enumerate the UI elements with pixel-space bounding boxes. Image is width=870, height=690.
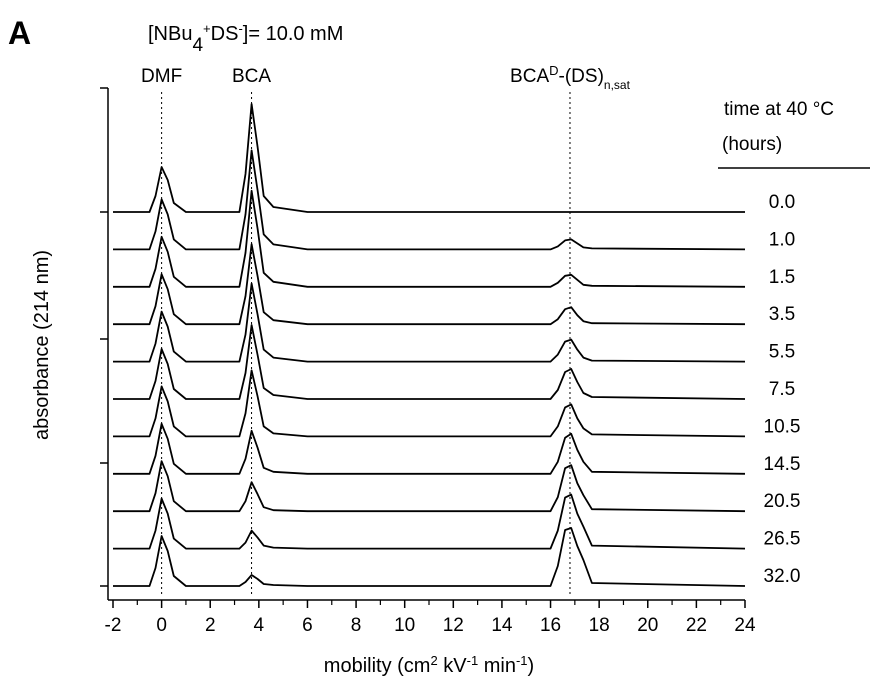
x-tick-label: -2 [105,615,122,636]
x-tick-label: 20 [637,615,658,636]
text-part: DS [211,23,239,45]
x-tick-label: 0 [156,615,167,636]
text-part: 4 [192,35,203,56]
legend-title: time at 40 °C [724,99,834,120]
text-part: -1 [467,653,479,668]
series-label: 20.5 [764,491,801,512]
x-tick-label: 22 [686,615,707,636]
text-part: kV [438,655,468,677]
x-tick-label: 16 [540,615,561,636]
x-tick-label: 10 [394,615,415,636]
x-tick-label: 12 [443,615,464,636]
x-tick-label: 2 [205,615,216,636]
trace [113,149,746,251]
text-part: [NBu [148,23,192,45]
series-label: 14.5 [764,454,801,475]
text-part: BCA [232,66,271,87]
trace [113,189,746,288]
trace [113,103,745,213]
trace [113,527,746,587]
trace [113,243,746,326]
text-part: 2 [430,653,437,668]
x-tick-label: 6 [302,615,313,636]
peak-label: BCA [232,66,271,87]
series-label: 26.5 [764,529,801,550]
x-axis-label: mobility (cm2 kV-1 min-1) [324,653,534,678]
x-tick-label: 4 [254,615,265,636]
trace [113,460,746,513]
subtitle: [NBu4+DS-]= 10.0 mM [148,21,343,56]
series-label: 5.5 [769,342,795,363]
text-part: ) [528,655,535,677]
text-part: D [549,63,558,78]
text-part: DMF [141,66,182,87]
series-label: 32.0 [764,566,801,587]
series-label: 1.5 [769,267,795,288]
legend-title: (hours) [722,134,782,155]
series-label: 1.0 [769,229,795,250]
text-part: + [203,21,211,36]
text-part: - [238,21,242,36]
trace [113,493,746,550]
trace [113,422,746,475]
text-part: n,sat [604,78,631,92]
trace [113,369,746,438]
panel-label: A [8,15,31,51]
x-tick-label: 8 [351,615,362,636]
x-tick-label: 18 [589,615,610,636]
text-part: BCA [510,66,549,87]
peak-label: BCAD-(DS)n,sat [510,63,631,93]
text-part: -(DS) [559,66,604,87]
text-part: ]= 10.0 mM [243,23,344,45]
text-part: -1 [516,653,528,668]
y-axis-label: absorbance (214 nm) [31,250,53,440]
series-label: 3.5 [769,304,795,325]
x-tick-label: 24 [734,615,756,636]
series-label: 7.5 [769,379,795,400]
peak-label: DMF [141,66,182,87]
trace [113,324,746,400]
text-part: min [478,655,516,677]
series-label: 0.0 [769,192,795,213]
series-label: 10.5 [764,416,801,437]
text-part: mobility (cm [324,655,431,677]
x-tick-label: 14 [491,615,513,636]
trace [113,282,746,363]
